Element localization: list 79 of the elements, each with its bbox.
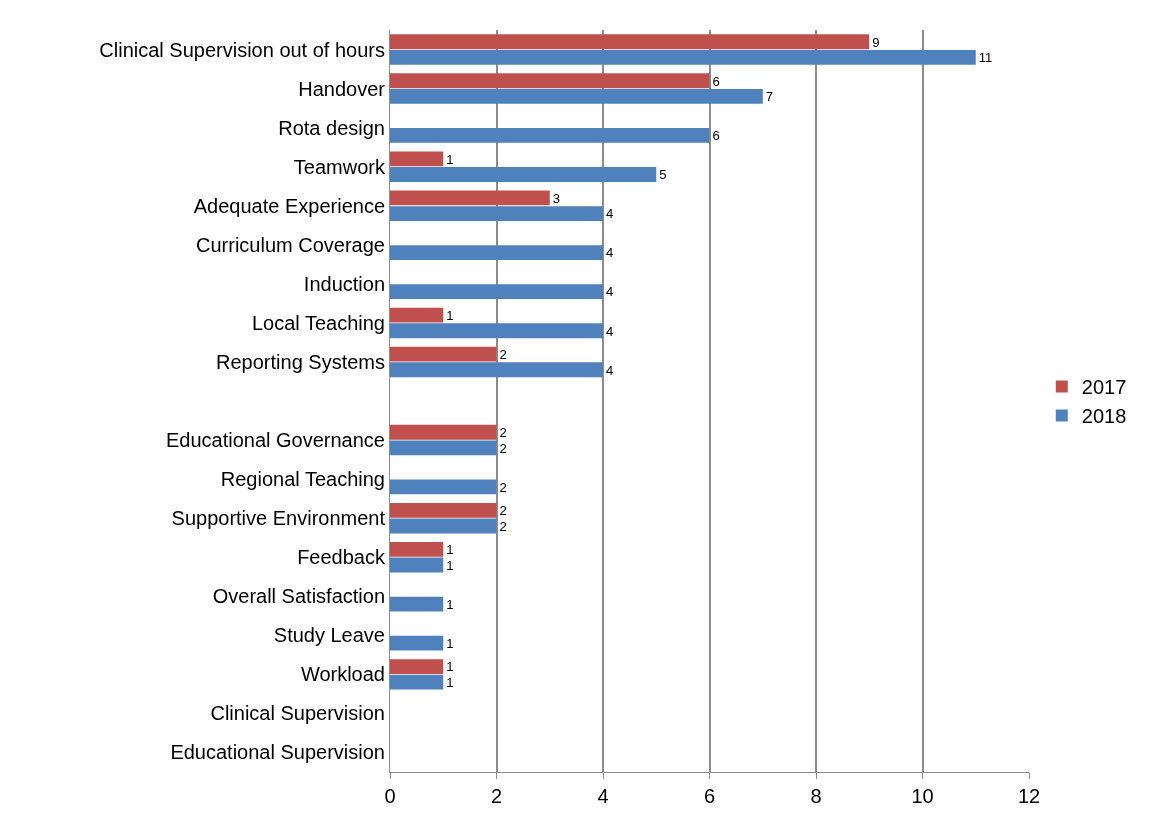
y-tick-label: Local Teaching: [251, 311, 385, 334]
data-label: 1: [446, 596, 454, 612]
bar: [390, 440, 497, 456]
bar: [390, 34, 870, 50]
data-label: 2: [499, 425, 507, 441]
bar: [390, 307, 444, 323]
data-label: 4: [606, 245, 614, 261]
data-label: 9: [872, 34, 880, 50]
data-label: 11: [978, 50, 993, 66]
bar: [390, 557, 444, 573]
bar: [390, 362, 603, 378]
x-tick-label: 6: [703, 785, 716, 807]
data-label: 6: [712, 73, 720, 89]
data-label: 1: [446, 151, 454, 167]
data-label: 2: [499, 346, 507, 362]
data-label: 3: [552, 190, 561, 206]
y-tick-label: Overall Satisfaction: [212, 585, 385, 608]
bar: [390, 596, 444, 612]
y-tick-label: Reporting Systems: [216, 350, 385, 373]
y-tick-label: Rota design: [278, 116, 385, 139]
data-label: 1: [446, 635, 454, 651]
data-label: 4: [606, 362, 614, 378]
data-label: 1: [446, 674, 454, 690]
y-tick-label: Handover: [298, 77, 386, 100]
bar: [390, 151, 444, 167]
bar: [390, 674, 444, 690]
data-label: 4: [606, 323, 614, 339]
data-label: 2: [499, 440, 507, 456]
data-label: 1: [446, 542, 454, 558]
data-label: 2: [499, 503, 507, 519]
y-tick-label: Clinical Supervision: [210, 702, 385, 725]
data-label: 1: [446, 557, 454, 573]
x-tick-label: 0: [384, 785, 396, 807]
bar: [390, 190, 550, 206]
bar: [390, 284, 603, 300]
bar: [390, 206, 603, 221]
bar: [390, 635, 444, 651]
bar: [390, 659, 444, 674]
x-tick-label: 12: [1017, 785, 1041, 807]
y-tick-label: Curriculum Coverage: [196, 233, 385, 256]
data-label: 4: [606, 206, 614, 222]
y-tick-label: Study Leave: [273, 624, 385, 647]
bar: [390, 49, 976, 65]
x-tick-label: 8: [810, 785, 822, 807]
legend-label: 2017: [1081, 376, 1127, 399]
y-tick-label: Adequate Experience: [193, 194, 385, 217]
bar: [390, 245, 603, 261]
bar: [390, 424, 497, 440]
y-tick-label: Clinical Supervision out of hours: [99, 38, 385, 61]
bar: [390, 73, 710, 89]
legend-label: 2018: [1081, 405, 1127, 428]
data-label: 1: [446, 307, 454, 323]
y-tick-label: Teamwork: [293, 155, 386, 178]
bar: [390, 88, 763, 104]
data-label: 7: [765, 89, 774, 105]
y-tick-label: Workload: [300, 663, 385, 686]
bar: [390, 518, 497, 534]
bar: [390, 323, 603, 339]
data-label: 2: [499, 479, 507, 495]
y-tick-label: Induction: [303, 272, 385, 295]
x-tick-label: 2: [490, 785, 503, 807]
bar: [390, 541, 444, 557]
x-tick-label: 10: [911, 785, 934, 807]
y-tick-label: Feedback: [297, 546, 386, 569]
y-tick-label: Supportive Environment: [171, 507, 386, 530]
bar: [390, 346, 497, 362]
bar: [390, 479, 497, 495]
y-tick-label: Educational Governance: [165, 429, 385, 452]
bar: [390, 502, 497, 518]
bar: [390, 167, 657, 182]
y-tick-label: Regional Teaching: [220, 468, 385, 491]
y-tick-label: Educational Supervision: [170, 741, 385, 764]
data-label: 4: [606, 284, 614, 300]
data-label: 1: [446, 659, 454, 675]
data-label: 6: [712, 128, 720, 144]
bar: [390, 128, 710, 143]
data-label: 5: [659, 167, 667, 183]
data-label: 2: [499, 518, 507, 534]
x-tick-label: 4: [597, 785, 609, 807]
